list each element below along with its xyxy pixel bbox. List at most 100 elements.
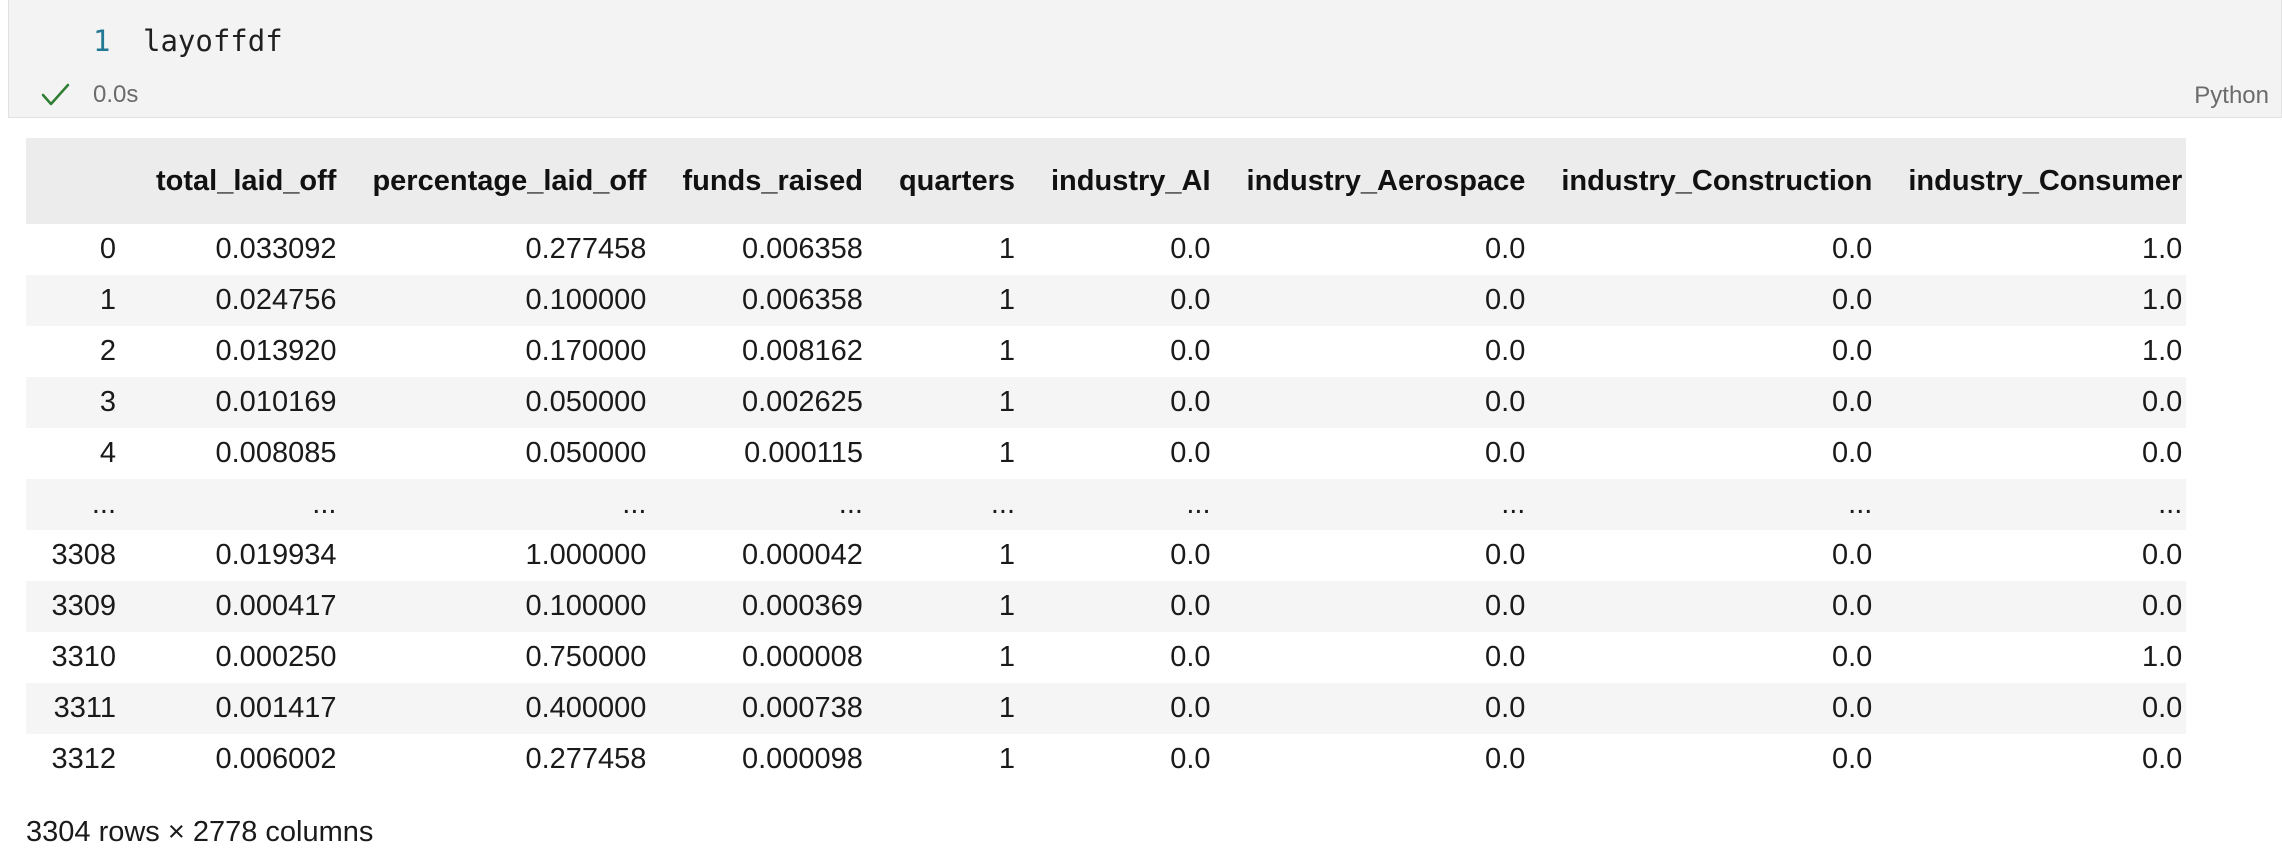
table-cell: ...: [838, 488, 863, 520]
table-cell: 0.006002: [215, 743, 337, 775]
table-cell: 1: [998, 335, 1015, 367]
table-cell: 0.000417: [215, 590, 337, 622]
table-cell: 0.0: [2141, 437, 2183, 469]
table-row: 3311 0.001417 0.400000 0.000738 1 0.0 0.0 0.0 0.…: [26, 683, 2187, 734]
table-row: 3312 0.006002 0.277458 0.000098 1 0.0 0.0 0.0 0.…: [26, 734, 2186, 785]
table-cell: 0.0: [1485, 539, 1526, 571]
column-header: funds_raised: [650, 138, 867, 224]
row-index: ...: [91, 488, 116, 520]
column-header: industry_Construction: [1529, 138, 1877, 224]
table-cell: 0.750000: [525, 641, 647, 673]
row-index: 3: [99, 386, 116, 418]
row-index: 3311: [53, 692, 116, 724]
column-header: percentage_laid_off: [340, 138, 651, 224]
execution-status: 0.0s: [39, 80, 138, 110]
column-header: industry_AI: [1019, 138, 1215, 224]
cell-language-label[interactable]: Python: [2194, 82, 2269, 109]
table-cell: 0.0: [1832, 386, 1873, 418]
table-cell: 0.0: [1170, 437, 1211, 469]
table-row: 4 0.008085 0.050000 0.000115 1 0.0 0.0 0.0 0.0: [26, 428, 2186, 479]
table-cell: ...: [1186, 488, 1211, 520]
column-header: industry_Aerospace: [1214, 138, 1530, 224]
table-cell: 1.0: [2141, 641, 2183, 673]
column-header: total_laid_off: [124, 138, 341, 224]
table-cell: 0.0: [1170, 590, 1211, 622]
table-cell: 0.277458: [525, 743, 647, 775]
index-header: [26, 138, 124, 224]
table-cell: 0.277458: [525, 233, 647, 265]
table-cell: 0.000738: [741, 692, 863, 724]
column-header: industry_Consumer: [1876, 138, 2187, 224]
table-cell: 1.0: [2141, 335, 2183, 367]
table-cell: 0.0: [2141, 743, 2183, 775]
table-cell: 0.0: [1485, 641, 1526, 673]
table-cell: 0.013920: [215, 335, 337, 367]
table-cell: 0.0: [1832, 590, 1873, 622]
table-cell: ...: [1848, 488, 1873, 520]
table-cell: 0.050000: [525, 386, 647, 418]
table-cell: 1: [998, 692, 1015, 724]
table-cell: 0.0: [1170, 539, 1211, 571]
table-row: 3310 0.000250 0.750000 0.000008 1 0.0 0.0 0.0 1.…: [26, 632, 2186, 683]
table-row: ...........................: [26, 479, 2187, 530]
table-header: total_laid_off percentage_laid_off funds_r…: [26, 138, 2187, 224]
row-index: 3310: [51, 641, 116, 673]
table-cell: 0.0: [1170, 692, 1211, 724]
table-cell: 0.0: [1832, 437, 1873, 469]
header-row: total_laid_off percentage_laid_off funds_r…: [26, 138, 2187, 224]
table-cell: 0.0: [2141, 386, 2183, 418]
table-cell: 0.000250: [215, 641, 337, 673]
table-cell: 0.0: [1485, 692, 1526, 724]
table-cell: 0.0: [2141, 539, 2183, 571]
table-cell: 0.0: [1170, 641, 1211, 673]
table-cell: 0.0: [1170, 335, 1211, 367]
table-cell: 0.170000: [525, 335, 647, 367]
table-cell: 0.010169: [215, 386, 337, 418]
table-cell: 0.000042: [741, 539, 863, 571]
column-header: quarters: [866, 138, 1019, 224]
table-cell: 0.0: [1832, 641, 1873, 673]
table-cell: ...: [312, 488, 337, 520]
table-cell: 0.002625: [741, 386, 863, 418]
table-cell: 0.0: [1485, 335, 1526, 367]
table-cell: 1: [998, 641, 1015, 673]
table-cell: 0.000369: [741, 590, 863, 622]
table-cell: 0.0: [2141, 692, 2183, 724]
table-body: 0 0.033092 0.277458 0.006358 1 0.0 0.0 0.0 1.0 1 0…: [26, 224, 2187, 785]
table-cell: 0.033092: [215, 233, 337, 265]
row-index: 4: [99, 437, 116, 469]
table-row: 3 0.010169 0.050000 0.002625 1 0.0 0.0 0.0 0.0: [26, 377, 2187, 428]
table-cell: 0.0: [1832, 743, 1873, 775]
table-cell: 1.000000: [525, 539, 647, 571]
table-cell: 1: [998, 590, 1015, 622]
table-cell: ...: [2158, 488, 2183, 520]
table-cell: 1: [998, 437, 1015, 469]
checkmark-icon: [39, 80, 73, 110]
row-index: 0: [99, 233, 116, 265]
row-index: 3309: [51, 590, 116, 622]
table-cell: 0.0: [1832, 335, 1873, 367]
table-cell: 1: [998, 386, 1015, 418]
table-cell: 1: [998, 284, 1015, 316]
code-cell[interactable]: 1 layoffdf 0.0s Python: [8, 0, 2282, 118]
table-row: 3309 0.000417 0.100000 0.000369 1 0.0 0.0 0.0 0.…: [26, 581, 2187, 632]
table-row: 0 0.033092 0.277458 0.006358 1 0.0 0.0 0.0 1.0: [26, 224, 2186, 275]
table-cell: 0.000115: [744, 437, 863, 469]
table-cell: 0.0: [1170, 284, 1211, 316]
table-cell: 0.0: [1485, 743, 1526, 775]
table-cell: 0.0: [1832, 539, 1873, 571]
table-cell: 0.0: [1170, 743, 1211, 775]
table-cell: 0.400000: [525, 692, 647, 724]
table-cell: 0.024756: [215, 284, 337, 316]
table-cell: ...: [622, 488, 647, 520]
cell-output: total_laid_off percentage_laid_off funds_r…: [26, 138, 2282, 785]
table-cell: 0.100000: [525, 284, 647, 316]
row-index: 3308: [51, 539, 116, 571]
table-cell: 1: [998, 233, 1015, 265]
table-cell: 0.0: [1485, 386, 1526, 418]
table-cell: 0.000098: [741, 743, 863, 775]
table-cell: ...: [990, 488, 1015, 520]
code-editor-text[interactable]: layoffdf: [143, 24, 283, 58]
table-cell: 0.006358: [741, 284, 863, 316]
table-cell: 1: [998, 743, 1015, 775]
